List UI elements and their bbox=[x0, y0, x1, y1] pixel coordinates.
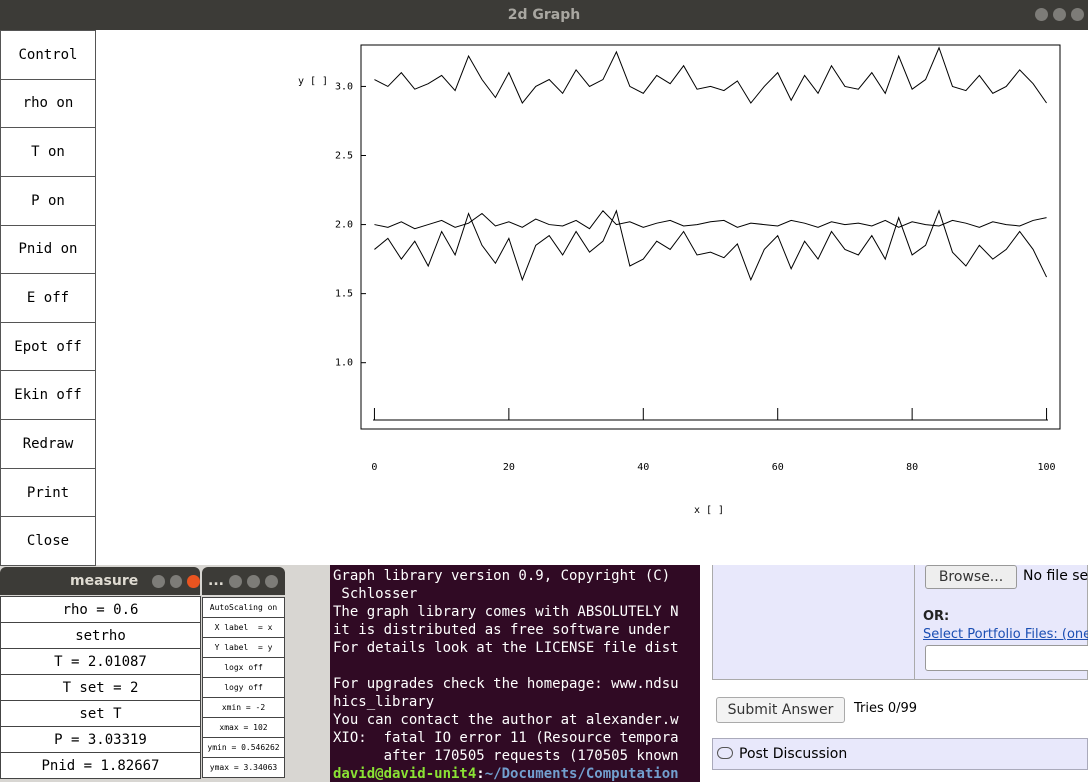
control-button[interactable]: P on bbox=[0, 175, 96, 226]
control-button[interactable]: Pnid on bbox=[0, 224, 96, 275]
terminal-prompt: david@david-unit4:~/Documents/Computatio… bbox=[333, 765, 700, 782]
title-bar: 2d Graph bbox=[0, 0, 1088, 30]
browse-button[interactable]: Browse... bbox=[925, 565, 1017, 589]
setting-row[interactable]: Y label = y bbox=[202, 637, 285, 658]
y-tick-label: 3.0 bbox=[335, 81, 353, 92]
y-tick-label: 2.5 bbox=[335, 151, 353, 162]
settings-title-bar: ... bbox=[202, 567, 285, 595]
terminal-line: Graph library version 0.9, Copyright (C) bbox=[333, 568, 671, 584]
setting-row[interactable]: logy off bbox=[202, 677, 285, 698]
terminal-line: XIO: fatal IO error 11 (Resource tempora bbox=[333, 730, 679, 746]
y-tick-label: 1.5 bbox=[335, 289, 353, 300]
prompt-part: david@david-unit4 bbox=[333, 766, 477, 782]
y-tick-label: 1.0 bbox=[335, 358, 353, 369]
measure-row[interactable]: T = 2.01087 bbox=[0, 648, 201, 675]
divider bbox=[914, 565, 915, 680]
y-tick-label: 2.0 bbox=[335, 220, 353, 231]
x-tick-label: 0 bbox=[371, 462, 377, 473]
x-tick-label: 20 bbox=[503, 462, 515, 473]
terminal-line: You can contact the author at alexander.… bbox=[333, 712, 679, 728]
measure-row[interactable]: Pnid = 1.82667 bbox=[0, 752, 201, 779]
series-line bbox=[374, 209, 1048, 282]
prompt-part: : bbox=[476, 766, 485, 782]
measure-title: measure bbox=[70, 573, 139, 589]
control-button[interactable]: T on bbox=[0, 127, 96, 177]
x-tick-label: 40 bbox=[637, 462, 649, 473]
terminal-line: hics_library bbox=[333, 694, 435, 710]
or-label: OR: bbox=[923, 609, 950, 624]
measure-title-bar: measure bbox=[0, 567, 201, 595]
terminal-line: after 170505 requests (170505 known bbox=[333, 748, 679, 764]
setting-row[interactable]: xmin = -2 bbox=[202, 697, 285, 718]
control-button[interactable]: Redraw bbox=[0, 419, 96, 469]
setting-row[interactable]: ymax = 3.34063 bbox=[202, 757, 285, 778]
window-title: 2d Graph bbox=[507, 7, 581, 23]
discussion-label: Post Discussion bbox=[739, 746, 848, 762]
discussion-bar[interactable]: Post Discussion bbox=[712, 738, 1088, 770]
submit-button[interactable]: Submit Answer bbox=[716, 697, 845, 723]
x-tick-label: 100 bbox=[1038, 462, 1056, 473]
x-axis-label: x [ ] bbox=[694, 505, 724, 516]
y-axis-label: y [ ] bbox=[298, 76, 328, 87]
control-button[interactable]: E off bbox=[0, 273, 96, 323]
terminal-line: For upgrades check the homepage: www.nds… bbox=[333, 676, 679, 692]
measure-row[interactable]: T set = 2 bbox=[0, 674, 201, 701]
chart: y [ ] x [ ] 1.0 1.5 2.0 2.5 3.0 0 20 40 60 80 100 bbox=[298, 44, 1061, 516]
terminal-line: it is distributed as free software under bbox=[333, 622, 671, 638]
text-input[interactable] bbox=[925, 645, 1088, 671]
terminal-line: The graph library comes with ABSOLUTELY … bbox=[333, 604, 679, 620]
settings-title: ... bbox=[208, 573, 224, 589]
terminal: Graph library version 0.9, Copyright (C)… bbox=[330, 565, 700, 782]
file-status: No file sel bbox=[1023, 568, 1088, 584]
measure-row[interactable]: set T bbox=[0, 700, 201, 727]
window-controls[interactable] bbox=[1030, 8, 1084, 25]
measure-row[interactable]: P = 3.03319 bbox=[0, 726, 201, 753]
graph-area bbox=[0, 30, 1088, 565]
measure-row[interactable]: setrho bbox=[0, 622, 201, 649]
setting-row[interactable]: X label = x bbox=[202, 617, 285, 638]
series-line bbox=[374, 209, 1047, 230]
setting-row[interactable]: ymin = 0.546262 bbox=[202, 737, 285, 758]
setting-row[interactable]: AutoScaling on bbox=[202, 597, 285, 618]
series-line bbox=[374, 46, 1047, 104]
control-button[interactable]: rho on bbox=[0, 78, 96, 129]
control-button[interactable]: Close bbox=[0, 516, 96, 566]
terminal-line: For details look at the LICENSE file dis… bbox=[333, 640, 679, 656]
discussion-icon bbox=[717, 747, 733, 759]
x-tick-label: 60 bbox=[772, 462, 784, 473]
terminal-line: Schlosser bbox=[333, 586, 418, 602]
setting-row[interactable]: logx off bbox=[202, 657, 285, 678]
plot-frame bbox=[360, 44, 1061, 430]
control-button[interactable]: Ekin off bbox=[0, 370, 96, 421]
measure-row[interactable]: rho = 0.6 bbox=[0, 596, 201, 623]
portfolio-link[interactable]: Select Portfolio Files: (one o bbox=[923, 627, 1088, 642]
setting-row[interactable]: xmax = 102 bbox=[202, 717, 285, 738]
control-button[interactable]: Control bbox=[0, 30, 96, 80]
control-button[interactable]: Epot off bbox=[0, 321, 96, 372]
tries-label: Tries 0/99 bbox=[854, 701, 918, 716]
prompt-part: ~/Documents/Computation bbox=[484, 766, 679, 782]
x-tick-label: 80 bbox=[906, 462, 918, 473]
control-button[interactable]: Print bbox=[0, 467, 96, 518]
